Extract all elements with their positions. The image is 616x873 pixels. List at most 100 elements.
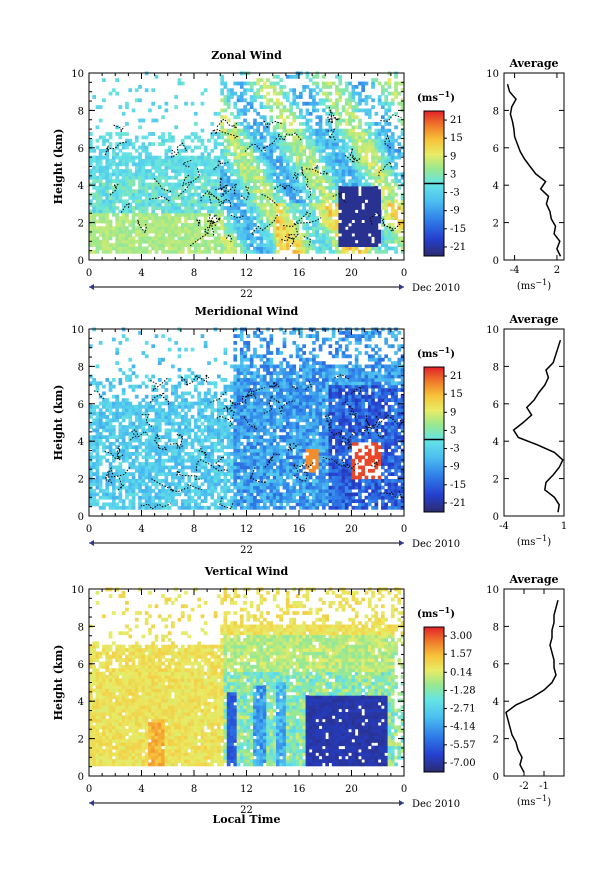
heatmap-cell [154,155,159,160]
heatmap-cell [397,219,402,224]
heatmap-cell [121,438,126,443]
heatmap-cell [180,209,185,214]
heatmap-cell [259,226,264,231]
heatmap-cell [233,428,238,433]
heatmap-cell [141,475,146,480]
heatmap-cell [121,391,126,396]
heatmap-cell [384,209,388,214]
heatmap-cell [279,159,283,163]
heatmap-cell [279,125,283,130]
heatmap-cell [177,475,182,480]
heatmap-cell [207,388,211,392]
heatmap-cell [335,212,339,217]
heatmap-cell [289,209,293,214]
heatmap-cell [269,118,274,123]
heatmap-cell [381,165,385,170]
heatmap-cell [157,435,162,439]
heatmap-cell [236,421,241,426]
heatmap-cell [223,185,228,190]
heatmap-cell [233,452,238,456]
heatmap-cell [203,418,208,423]
heatmap-cell [148,192,152,197]
heatmap-cell [243,145,247,150]
heatmap-cell [292,226,297,231]
heatmap-cell [194,401,198,406]
heatmap-cell [305,239,310,244]
heatmap-cell [361,132,365,136]
heatmap-cell [394,148,398,153]
heatmap-cell [187,233,192,237]
heatmap-cell [131,209,136,214]
heatmap-cell [305,175,310,180]
heatmap-cell [213,505,218,510]
heatmap-cell [239,159,244,163]
heatmap-cell [312,132,316,136]
heatmap-cell [315,148,320,153]
heatmap-cell [236,462,241,466]
heatmap-cell [331,111,336,116]
heatmap-cell [98,185,103,190]
heatmap-cell [171,192,175,197]
heatmap-cell [102,415,106,419]
heatmap-cell [161,452,165,456]
heatmap-cell [230,489,234,493]
heatmap-cell [335,199,339,204]
heatmap-cell [358,132,362,136]
heatmap-cell [299,199,303,204]
heatmap-cell [246,229,251,234]
heatmap-cell [144,233,149,237]
heatmap-cell [387,148,392,153]
heatmap-cell [108,162,113,167]
heatmap-cell [213,199,218,204]
heatmap-cell [213,428,218,433]
heatmap-cell [118,226,123,231]
heatmap-cell [95,179,100,183]
heatmap-cell [400,105,405,109]
heatmap-cell [279,189,283,194]
heatmap-cell [217,482,221,487]
heatmap-cell [262,135,267,140]
heatmap-cell [148,502,152,507]
heatmap-cell [236,111,241,116]
heatmap-cell [285,192,290,197]
heatmap-cell [89,455,93,460]
heatmap-cell [249,142,254,146]
heatmap-cell [95,418,100,423]
heatmap-cell [187,489,192,493]
heatmap-cell [141,148,146,153]
heatmap-cell [213,448,218,453]
heatmap-cell [394,212,398,217]
heatmap-cell [279,212,283,217]
heatmap-cell [279,132,283,136]
heatmap-cell [95,243,100,247]
heatmap-cell [285,182,290,187]
heatmap-cell [374,135,379,140]
heatmap-cell [387,246,392,251]
heatmap-cell [95,138,100,143]
heatmap-cell [308,202,313,207]
heatmap-cell [289,179,293,183]
heatmap-cell [239,428,244,433]
heatmap-cell [282,152,287,157]
heatmap-cell [131,172,136,177]
heatmap-cell [128,485,133,490]
heatmap-cell [233,381,238,386]
heatmap-cell [125,445,129,450]
heatmap-cell [249,169,254,173]
heatmap-cell [118,236,123,241]
heatmap-cell [207,472,211,476]
heatmap-cell [253,132,257,136]
heatmap-cell [358,202,362,207]
heatmap-cell [308,101,313,106]
heatmap-cell [108,209,113,214]
heatmap-cell [190,159,195,163]
heatmap-cell [171,175,175,180]
heatmap-cell [226,249,231,254]
heatmap-cell [374,162,379,167]
heatmap-cell [262,175,267,180]
heatmap-cell [285,98,290,103]
heatmap-cell [95,189,100,194]
heatmap-cell [390,159,395,163]
heatmap-cell [249,249,254,254]
heatmap-cell [276,159,280,163]
